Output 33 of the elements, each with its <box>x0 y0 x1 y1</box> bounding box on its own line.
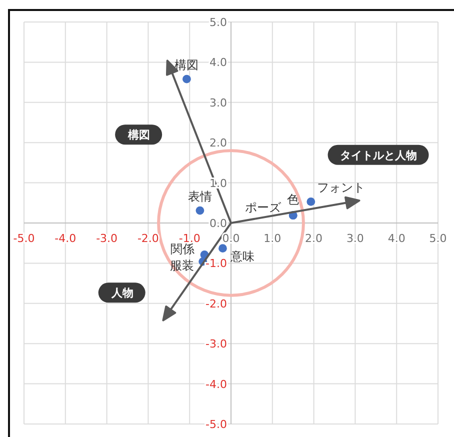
y-tick-label: -3.0 <box>206 338 227 351</box>
x-tick-label: -5.0 <box>13 232 35 245</box>
x-tick-label: -4.0 <box>54 232 76 245</box>
y-tick-label: 4.0 <box>210 56 227 70</box>
series-label: 意味 <box>230 249 255 264</box>
y-tick-label: 5.0 <box>210 16 227 29</box>
annotation: 人物 <box>98 282 146 303</box>
series-label: フォント <box>316 180 365 195</box>
series-label: 色 <box>287 192 300 206</box>
y-tick-label: -5.0 <box>206 418 227 431</box>
x-tick-label: 2.0 <box>305 232 323 245</box>
x-tick-label: -2.0 <box>137 232 159 245</box>
x-tick-label: -3.0 <box>96 232 118 245</box>
y-tick-label: -4.0 <box>206 378 227 391</box>
annotation: 人物 <box>110 286 134 300</box>
y-tick-label: -2.0 <box>206 297 227 310</box>
y-tick-label: 0.0 <box>210 217 227 230</box>
x-tick-label: 0.0 <box>222 232 240 245</box>
series-label: ポーズ <box>245 200 282 214</box>
series-label: 構図 <box>174 58 199 72</box>
annotation: タイトルと人物 <box>340 148 417 162</box>
y-tick-label: 3.0 <box>210 96 227 110</box>
annotation: タイトルと人物 <box>328 144 429 165</box>
x-tick-label: 5.0 <box>429 232 447 245</box>
annotation: 構図 <box>127 128 150 142</box>
annotation: 構図 <box>115 124 162 145</box>
y-tick-label: -1.0 <box>206 257 227 270</box>
series-label: 表情 <box>188 190 212 204</box>
series-label: 服装 <box>170 258 194 273</box>
x-tick-label: 4.0 <box>388 232 406 245</box>
y-tick-label: 2.0 <box>210 136 227 150</box>
x-tick-label: 1.0 <box>264 232 282 245</box>
x-tick-label: 3.0 <box>346 232 364 245</box>
